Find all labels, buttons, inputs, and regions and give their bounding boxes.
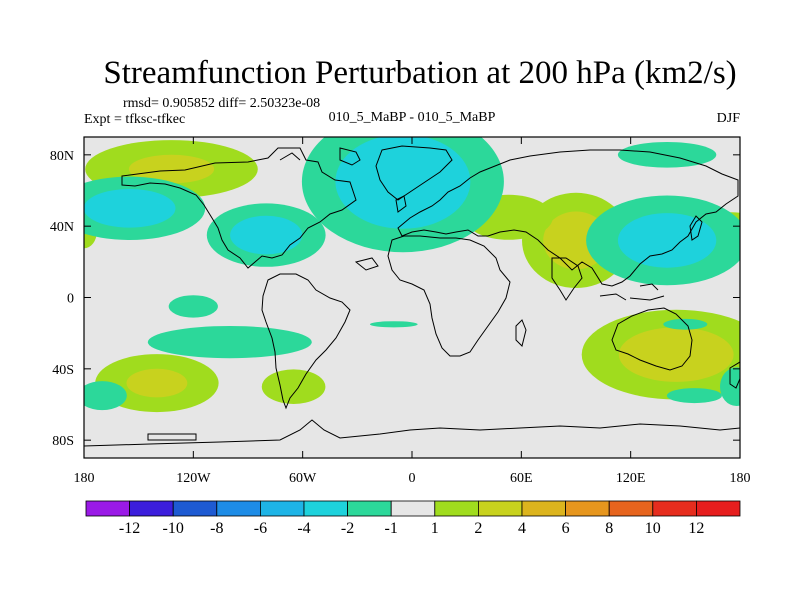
y-tick-label-1: 40N [50, 220, 74, 235]
y-tick-label-4: 80S [52, 434, 74, 449]
y-tick-label-2: 0 [67, 292, 74, 307]
colorbar-label-4: -4 [297, 520, 310, 537]
case-label: 010_5_MaBP - 010_5_MaBP [329, 110, 496, 125]
colorbar-box-9 [477, 500, 523, 517]
colorbar-box-13 [652, 500, 697, 517]
europe-asia-outline [397, 149, 739, 287]
y-axis: 80N 40N 0 40S 80S [50, 149, 740, 449]
colorbar: -12 -10 -8 -6 -4 -2 -1 1 2 4 6 8 10 12 [85, 500, 741, 537]
negative-anomaly-1-level-1 [84, 189, 176, 228]
x-tick-label-3: 0 [409, 471, 416, 486]
colorbar-label-3: -6 [254, 520, 267, 537]
madagascar-outline [515, 319, 527, 347]
x-tick-label-4: 60E [510, 471, 533, 486]
y-tick-label-3: 40S [52, 363, 74, 378]
positive-anomaly-4-level-1 [618, 327, 734, 382]
negative-anomaly-10-level-0 [666, 388, 722, 404]
negative-anomaly-9-level-0 [663, 318, 708, 330]
indonesia-outline [599, 283, 665, 301]
antarctica-outline [84, 419, 740, 447]
canada-arctic-outline [279, 147, 361, 166]
north-america-outline [121, 147, 357, 269]
negative-anomaly-2-level-1 [230, 215, 303, 255]
negative-anomaly-4-level-0 [168, 295, 218, 318]
colorbar-box-6 [347, 500, 392, 517]
colorbar-label-13: 12 [688, 520, 704, 537]
colorbar-box-1 [129, 500, 174, 517]
stats-text: rmsd= 0.905852 diff= 2.50323e-08 [123, 96, 320, 111]
colorbar-label-8: 2 [474, 520, 482, 537]
colorbar-box-10 [521, 500, 566, 517]
colorbar-label-6: -1 [385, 520, 398, 537]
africa-outline [387, 235, 511, 357]
colorbar-label-11: 8 [605, 520, 613, 537]
colorbar-label-7: 1 [431, 520, 439, 537]
negative-anomaly-3-level-1 [617, 213, 717, 268]
uk-outline [395, 195, 407, 213]
chart-title: Streamfunction Perturbation at 200 hPa (… [103, 55, 736, 91]
positive-anomaly-2-level-0 [261, 369, 326, 405]
colorbar-label-5: -2 [341, 520, 354, 537]
australia-outline [611, 307, 693, 371]
negative-anomaly-11-level-0 [369, 321, 418, 328]
new-zealand-outline [729, 361, 740, 389]
colorbar-box-7 [390, 500, 436, 517]
contour-field [84, 137, 740, 413]
colorbar-label-12: 10 [645, 520, 661, 537]
colorbar-box-0 [85, 500, 130, 517]
x-tick-label-0: 180 [74, 471, 95, 486]
colorbar-box-11 [565, 500, 610, 517]
colorbar-box-2 [172, 500, 218, 517]
colorbar-box-3 [216, 500, 261, 517]
negative-anomaly-7-level-0 [720, 367, 740, 406]
x-tick-label-5: 120E [616, 471, 646, 486]
negative-anomaly-8-level-0 [617, 142, 717, 168]
x-tick-label-2: 60W [289, 471, 317, 486]
season-label: DJF [717, 111, 741, 126]
negative-anomaly-5-level-0 [147, 326, 312, 359]
x-axis: 180 120W 60W 0 60E 120E 180 [74, 137, 751, 486]
x-tick-label-6: 180 [730, 471, 751, 486]
japan-outline [689, 215, 703, 241]
ross-ice-shelf-outline [147, 433, 197, 441]
coastlines [84, 145, 740, 447]
south-america-outline [261, 273, 351, 410]
negative-anomaly-6-level-0 [84, 381, 127, 411]
colorbar-box-4 [259, 500, 305, 517]
positive-anomaly-0-level-1 [128, 154, 215, 184]
positive-anomaly-1-level-1 [126, 368, 188, 398]
colorbar-box-12 [608, 500, 654, 517]
colorbar-label-2: -8 [210, 520, 223, 537]
colorbar-box-5 [303, 500, 348, 517]
india-outline [551, 257, 583, 301]
colorbar-label-9: 4 [518, 520, 526, 537]
greenland-outline [375, 145, 453, 201]
colorbar-box-8 [434, 500, 479, 517]
iceland-outline [354, 257, 379, 271]
colorbar-box-14 [696, 500, 741, 517]
colorbar-label-1: -10 [163, 520, 184, 537]
experiment-label: Expt = tfksc-tfkec [84, 112, 185, 127]
y-tick-label-0: 80N [50, 149, 74, 164]
colorbar-label-0: -12 [119, 520, 140, 537]
x-tick-label-1: 120W [176, 471, 211, 486]
negative-anomaly-0-level-1 [335, 137, 471, 229]
colorbar-label-10: 6 [562, 520, 570, 537]
